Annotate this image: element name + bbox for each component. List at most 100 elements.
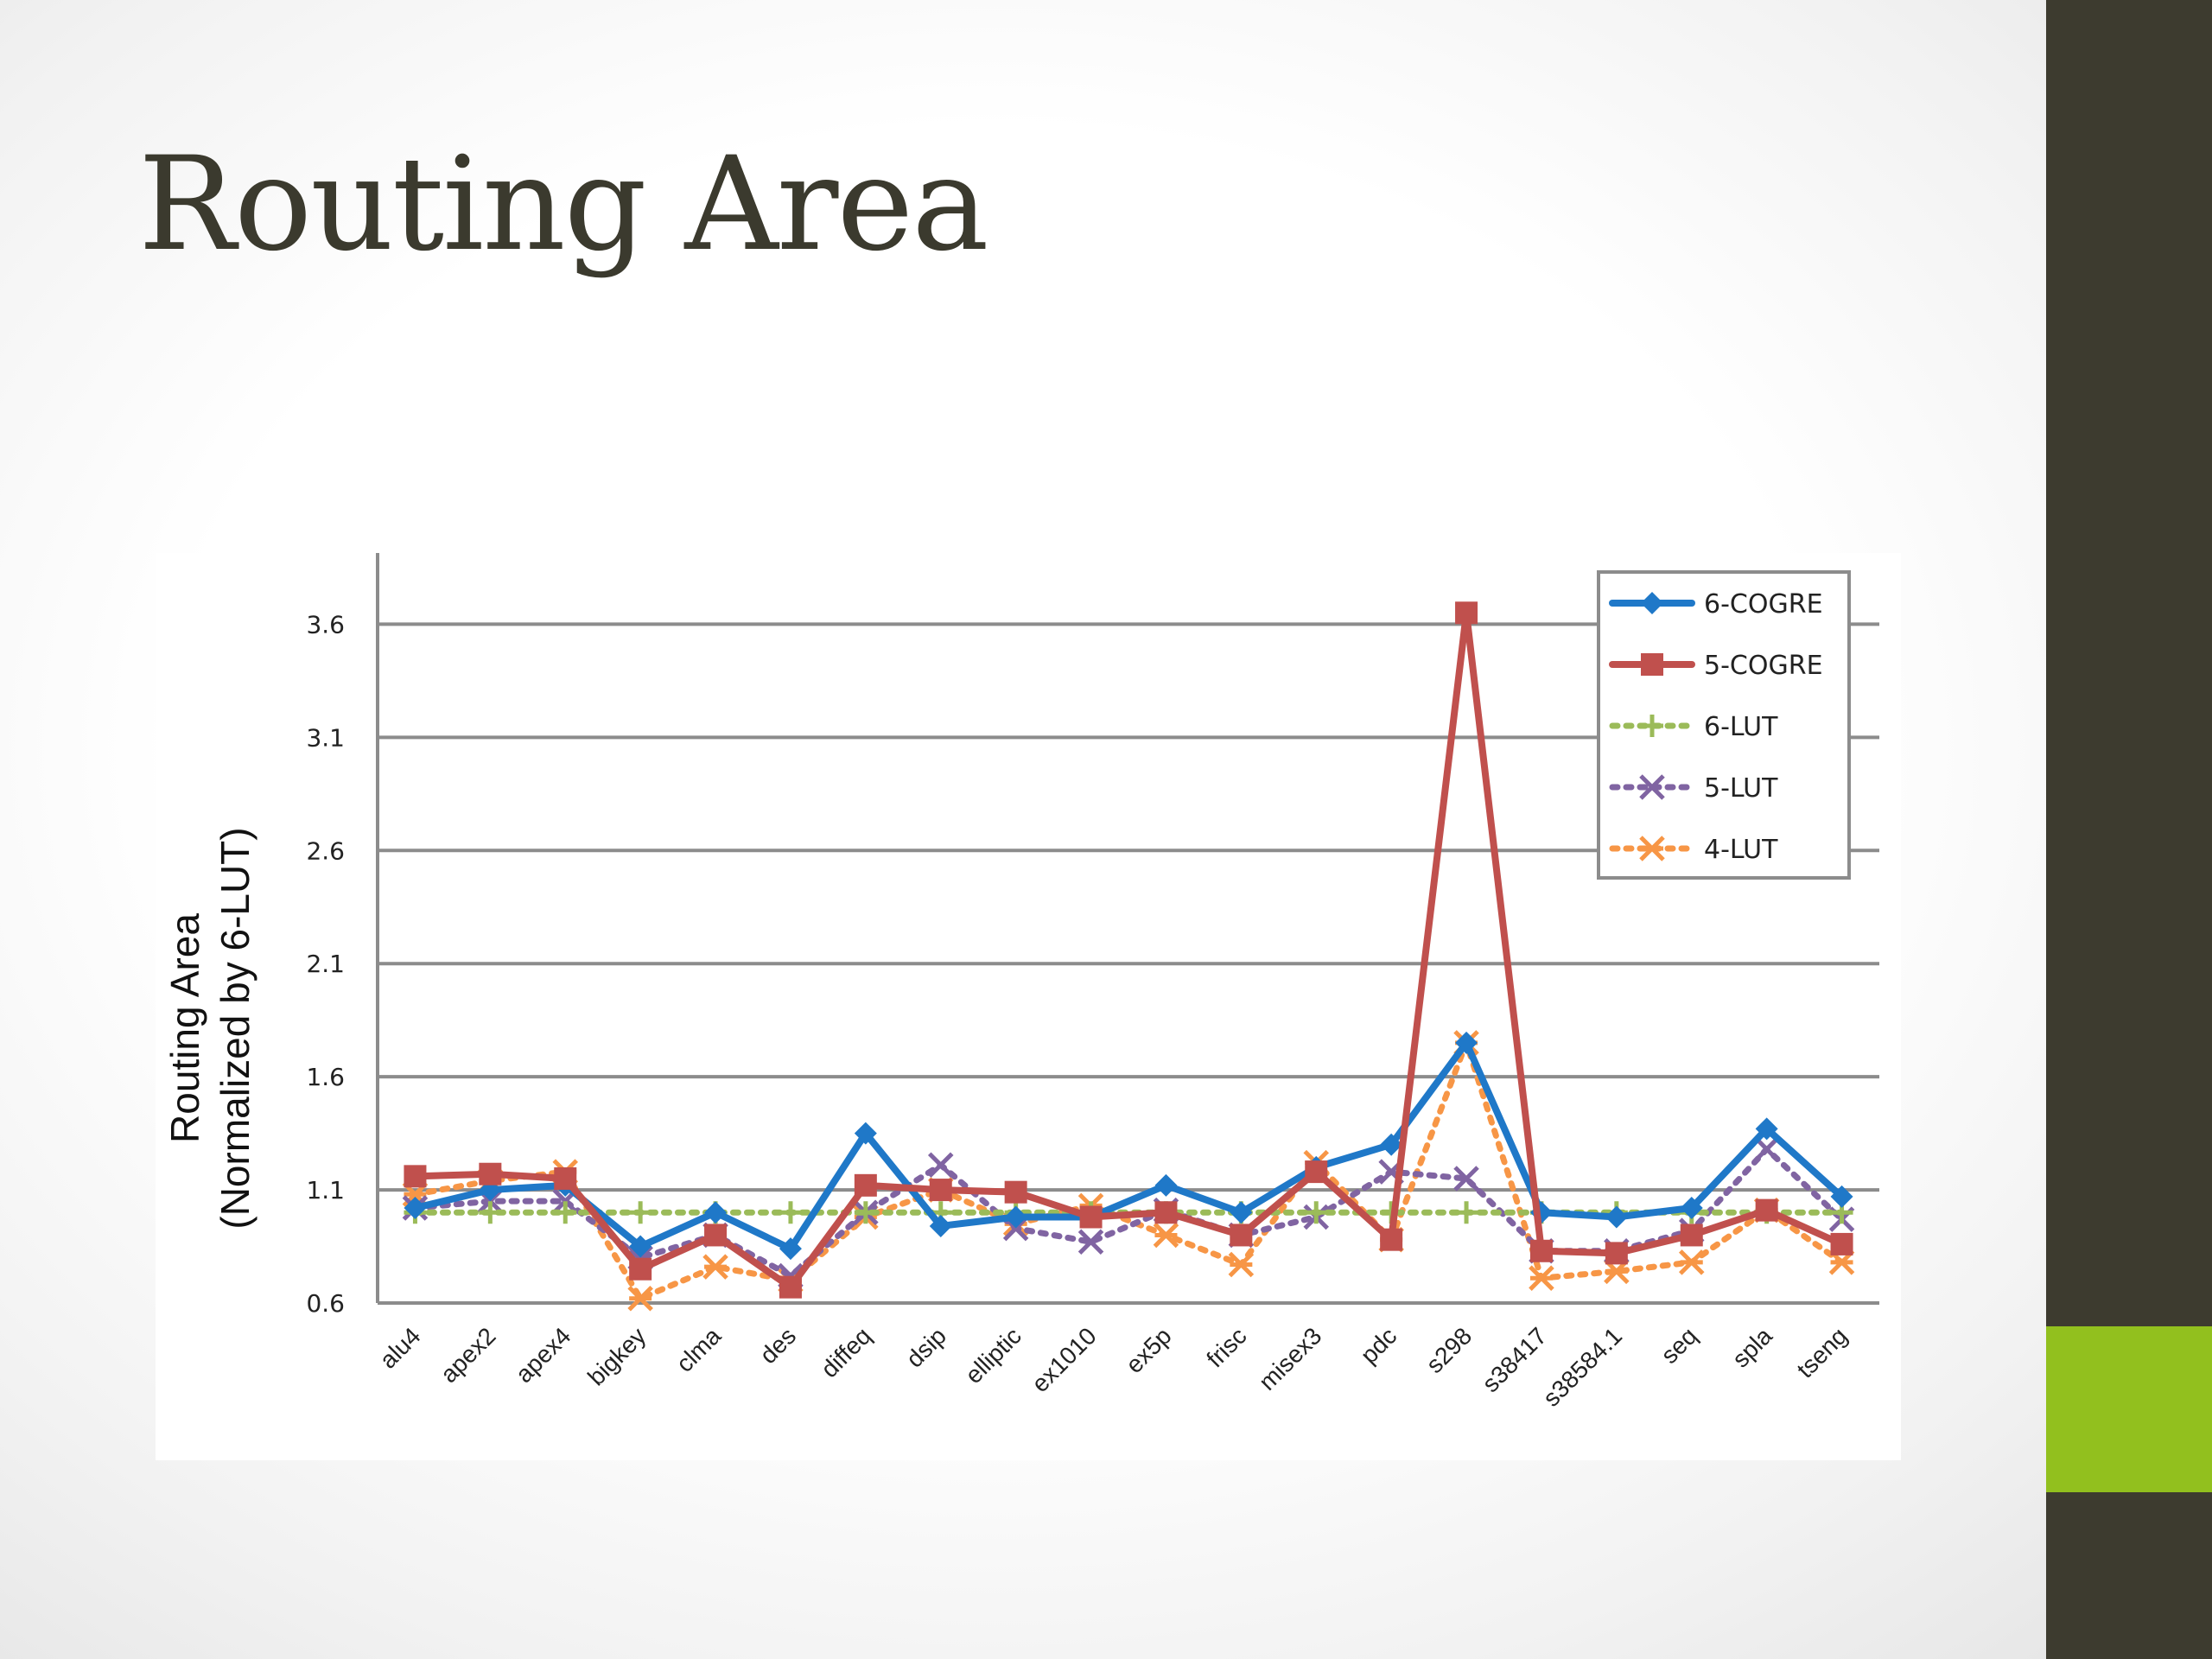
data-point-marker	[1228, 1251, 1255, 1278]
y-tick-label: 0.6	[306, 1289, 345, 1318]
x-category-label: misex3	[1254, 1322, 1327, 1395]
data-point-marker	[929, 1214, 952, 1237]
legend-label: 5-LUT	[1704, 773, 1778, 804]
series-5-cogre	[404, 601, 1853, 1299]
data-point-marker	[704, 1224, 728, 1247]
data-point-marker	[404, 1197, 427, 1220]
data-point-marker	[1641, 592, 1663, 614]
data-point-marker	[1755, 1198, 1778, 1222]
routing-area-chart: 0.6 1.1 1.6 2.1 2.6 3.1 3.6 alu4 apex2 apex4 bigk…	[162, 553, 1879, 1412]
legend-label: 5-COGRE	[1704, 651, 1823, 681]
data-point-marker	[1529, 1265, 1554, 1291]
data-point-marker	[554, 1166, 577, 1190]
axis-layer	[376, 553, 1879, 1305]
data-point-marker	[554, 1201, 577, 1224]
x-category-label: bigkey	[582, 1322, 651, 1390]
data-point-marker	[779, 1275, 802, 1299]
data-point-marker	[854, 1201, 877, 1224]
data-point-marker	[927, 1152, 954, 1179]
x-category-label: s38417	[1477, 1322, 1552, 1397]
x-category-label: ex1010	[1027, 1322, 1102, 1397]
data-point-marker	[1305, 1160, 1328, 1184]
y-tick-label: 3.1	[306, 723, 345, 752]
data-point-marker	[479, 1162, 502, 1185]
series-line	[411, 1039, 1846, 1253]
x-category-label: ex5p	[1121, 1322, 1177, 1378]
y-tick-labels: 0.6 1.1 1.6 2.1 2.6 3.1 3.6	[306, 610, 345, 1318]
x-category-label: alu4	[374, 1322, 425, 1373]
data-point-marker	[1230, 1201, 1253, 1224]
data-point-marker	[854, 1173, 877, 1197]
legend-label: 6-LUT	[1704, 712, 1778, 742]
x-category-label: diffeq	[816, 1322, 876, 1382]
data-point-marker	[702, 1254, 728, 1280]
x-category-label: elliptic	[960, 1322, 1027, 1389]
data-point-marker	[779, 1237, 802, 1261]
data-point-marker	[1605, 1242, 1628, 1265]
data-point-marker	[1680, 1224, 1703, 1247]
data-point-marker	[1680, 1197, 1703, 1220]
x-category-label: dsip	[901, 1322, 951, 1372]
series-4-lut	[402, 1030, 1855, 1312]
data-point-marker	[1455, 1031, 1478, 1054]
data-point-marker	[1230, 1224, 1253, 1247]
y-tick-label: 2.1	[306, 950, 345, 978]
data-point-marker	[1678, 1249, 1705, 1275]
legend-entry: 5-COGRE	[1609, 651, 1823, 681]
y-tick-label: 1.1	[306, 1176, 345, 1205]
y-tick-label: 3.6	[306, 610, 345, 639]
data-point-marker	[629, 1201, 652, 1224]
y-axis-title-line1: Routing Area	[162, 913, 207, 1143]
y-tick-label: 1.6	[306, 1063, 345, 1091]
legend-entry: 6-LUT	[1609, 712, 1778, 742]
green-accent-block	[2046, 1326, 2212, 1492]
chart-legend: 6-COGRE 5-COGRE 6-LUT 5-LUT 4-LUT	[1597, 570, 1851, 880]
data-point-marker	[1639, 774, 1665, 800]
x-category-label: seq	[1656, 1322, 1702, 1369]
data-point-marker	[479, 1201, 502, 1224]
y-tick-label: 2.6	[306, 836, 345, 865]
x-category-label: tseng	[1791, 1322, 1852, 1382]
x-category-label: clma	[671, 1322, 727, 1377]
data-point-marker	[1004, 1205, 1027, 1229]
data-point-marker	[1641, 715, 1663, 737]
data-point-marker	[627, 1285, 653, 1312]
legend-box	[1597, 570, 1851, 880]
data-point-marker	[1639, 836, 1665, 861]
data-point-marker	[1755, 1117, 1778, 1141]
series-line	[411, 1039, 1846, 1302]
data-point-marker	[854, 1122, 877, 1145]
series-6-cogre	[404, 1031, 1853, 1261]
slide-title: Routing Area	[138, 130, 989, 280]
data-point-marker	[629, 1257, 652, 1281]
data-point-marker	[1830, 1232, 1853, 1255]
data-point-marker	[929, 1179, 952, 1202]
x-category-label: s298	[1421, 1322, 1477, 1378]
legend-label: 4-LUT	[1704, 835, 1778, 865]
x-category-label: spla	[1727, 1322, 1778, 1373]
y-axis-title-line2: (Normalized by 6-LUT)	[213, 827, 257, 1229]
legend-entry: 6-COGRE	[1609, 589, 1823, 620]
x-category-label: apex2	[435, 1322, 501, 1388]
x-category-label: pdc	[1356, 1322, 1402, 1369]
data-point-marker	[1453, 1166, 1479, 1192]
data-point-marker	[1455, 1201, 1478, 1224]
data-point-marker	[779, 1201, 802, 1224]
y-axis-title: Routing Area (Normalized by 6-LUT)	[162, 827, 257, 1229]
x-category-label: apex4	[511, 1322, 576, 1388]
legend-entry: 4-LUT	[1609, 835, 1778, 865]
data-point-marker	[1380, 1228, 1403, 1251]
data-point-marker	[704, 1201, 728, 1224]
x-category-labels: alu4 apex2 apex4 bigkey clma des diffeq dsip ell…	[374, 1322, 1852, 1412]
x-category-label: frisc	[1201, 1322, 1251, 1372]
data-point-marker	[1455, 601, 1478, 625]
x-category-label: des	[754, 1322, 801, 1369]
data-point-marker	[1380, 1133, 1403, 1156]
legend-label: 6-COGRE	[1704, 589, 1823, 620]
data-point-marker	[1641, 653, 1663, 676]
data-point-marker	[404, 1165, 427, 1188]
data-point-marker	[1305, 1201, 1328, 1224]
series-line	[411, 609, 1846, 1291]
x-category-label: s38584.1	[1538, 1322, 1627, 1411]
data-point-marker	[629, 1235, 652, 1258]
